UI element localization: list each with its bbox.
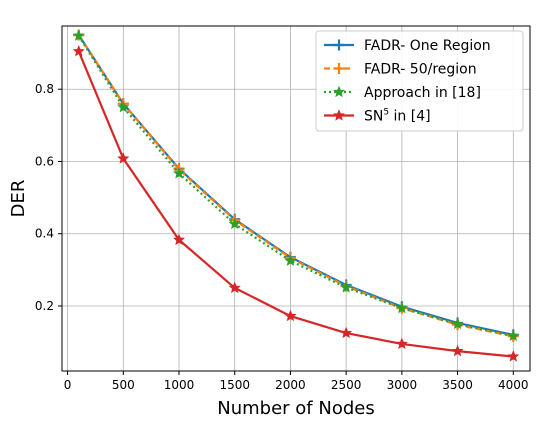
legend-label: FADR- One Region <box>364 38 491 54</box>
y-axis: 0.2 0.4 0.6 0.8 <box>35 82 62 313</box>
data-point <box>284 254 297 266</box>
legend-marker <box>333 85 345 98</box>
data-point <box>117 100 130 113</box>
x-tick-label: 2000 <box>275 378 306 392</box>
legend-entry-2: FADR- 50/region <box>324 62 477 78</box>
x-tick-label: 3500 <box>442 378 473 392</box>
data-point <box>507 329 520 342</box>
series-3 <box>72 29 520 342</box>
data-point <box>507 350 520 362</box>
y-tick-label: 0.2 <box>35 299 54 313</box>
data-point <box>284 309 297 322</box>
x-axis-title: Number of Nodes <box>217 398 374 419</box>
legend: FADR- One Region FADR- 50/region Approach … <box>315 30 524 132</box>
x-tick-label: 1000 <box>164 378 195 392</box>
x-tick-label: 4000 <box>498 378 529 392</box>
legend-entry-4: SN5 in [4] <box>324 108 431 125</box>
x-tick-label: 2500 <box>331 378 362 392</box>
legend-entry-3: Approach in [18] <box>324 85 481 101</box>
legend-box <box>315 30 524 132</box>
x-tick-label: 1500 <box>219 378 250 392</box>
x-tick-label: 0 <box>64 378 72 392</box>
data-point <box>451 317 464 330</box>
data-point <box>72 29 85 41</box>
data-point <box>173 167 185 179</box>
data-point <box>117 152 130 164</box>
data-point <box>173 233 185 245</box>
plot-area-frame <box>61 25 531 372</box>
legend-label: Approach in [18] <box>364 85 481 101</box>
data-point <box>340 326 353 339</box>
y-tick-label: 0.4 <box>35 227 54 241</box>
x-axis: 0 500 1000 1500 2000 2500 3000 3500 4000 <box>64 371 529 392</box>
data-point <box>228 217 241 230</box>
legend-label: SN5 in [4] <box>364 108 431 125</box>
x-tick-label: 3000 <box>387 378 418 392</box>
legend-label: FADR- 50/region <box>364 62 477 78</box>
data-point <box>451 344 464 357</box>
legend-entry-1: FADR- One Region <box>324 38 491 54</box>
x-tick-label: 500 <box>112 378 135 392</box>
series-4 <box>72 45 520 362</box>
data-point <box>228 281 241 293</box>
data-point <box>395 337 408 349</box>
series-layer <box>72 29 520 362</box>
y-axis-title: DER <box>8 180 29 218</box>
data-point <box>395 301 408 314</box>
data-point <box>72 45 85 57</box>
y-tick-label: 0.8 <box>35 82 54 96</box>
legend-marker <box>333 39 345 51</box>
legend-marker <box>333 63 345 74</box>
y-tick-label: 0.6 <box>35 154 54 168</box>
data-point <box>340 281 353 293</box>
legend-marker <box>333 109 345 121</box>
